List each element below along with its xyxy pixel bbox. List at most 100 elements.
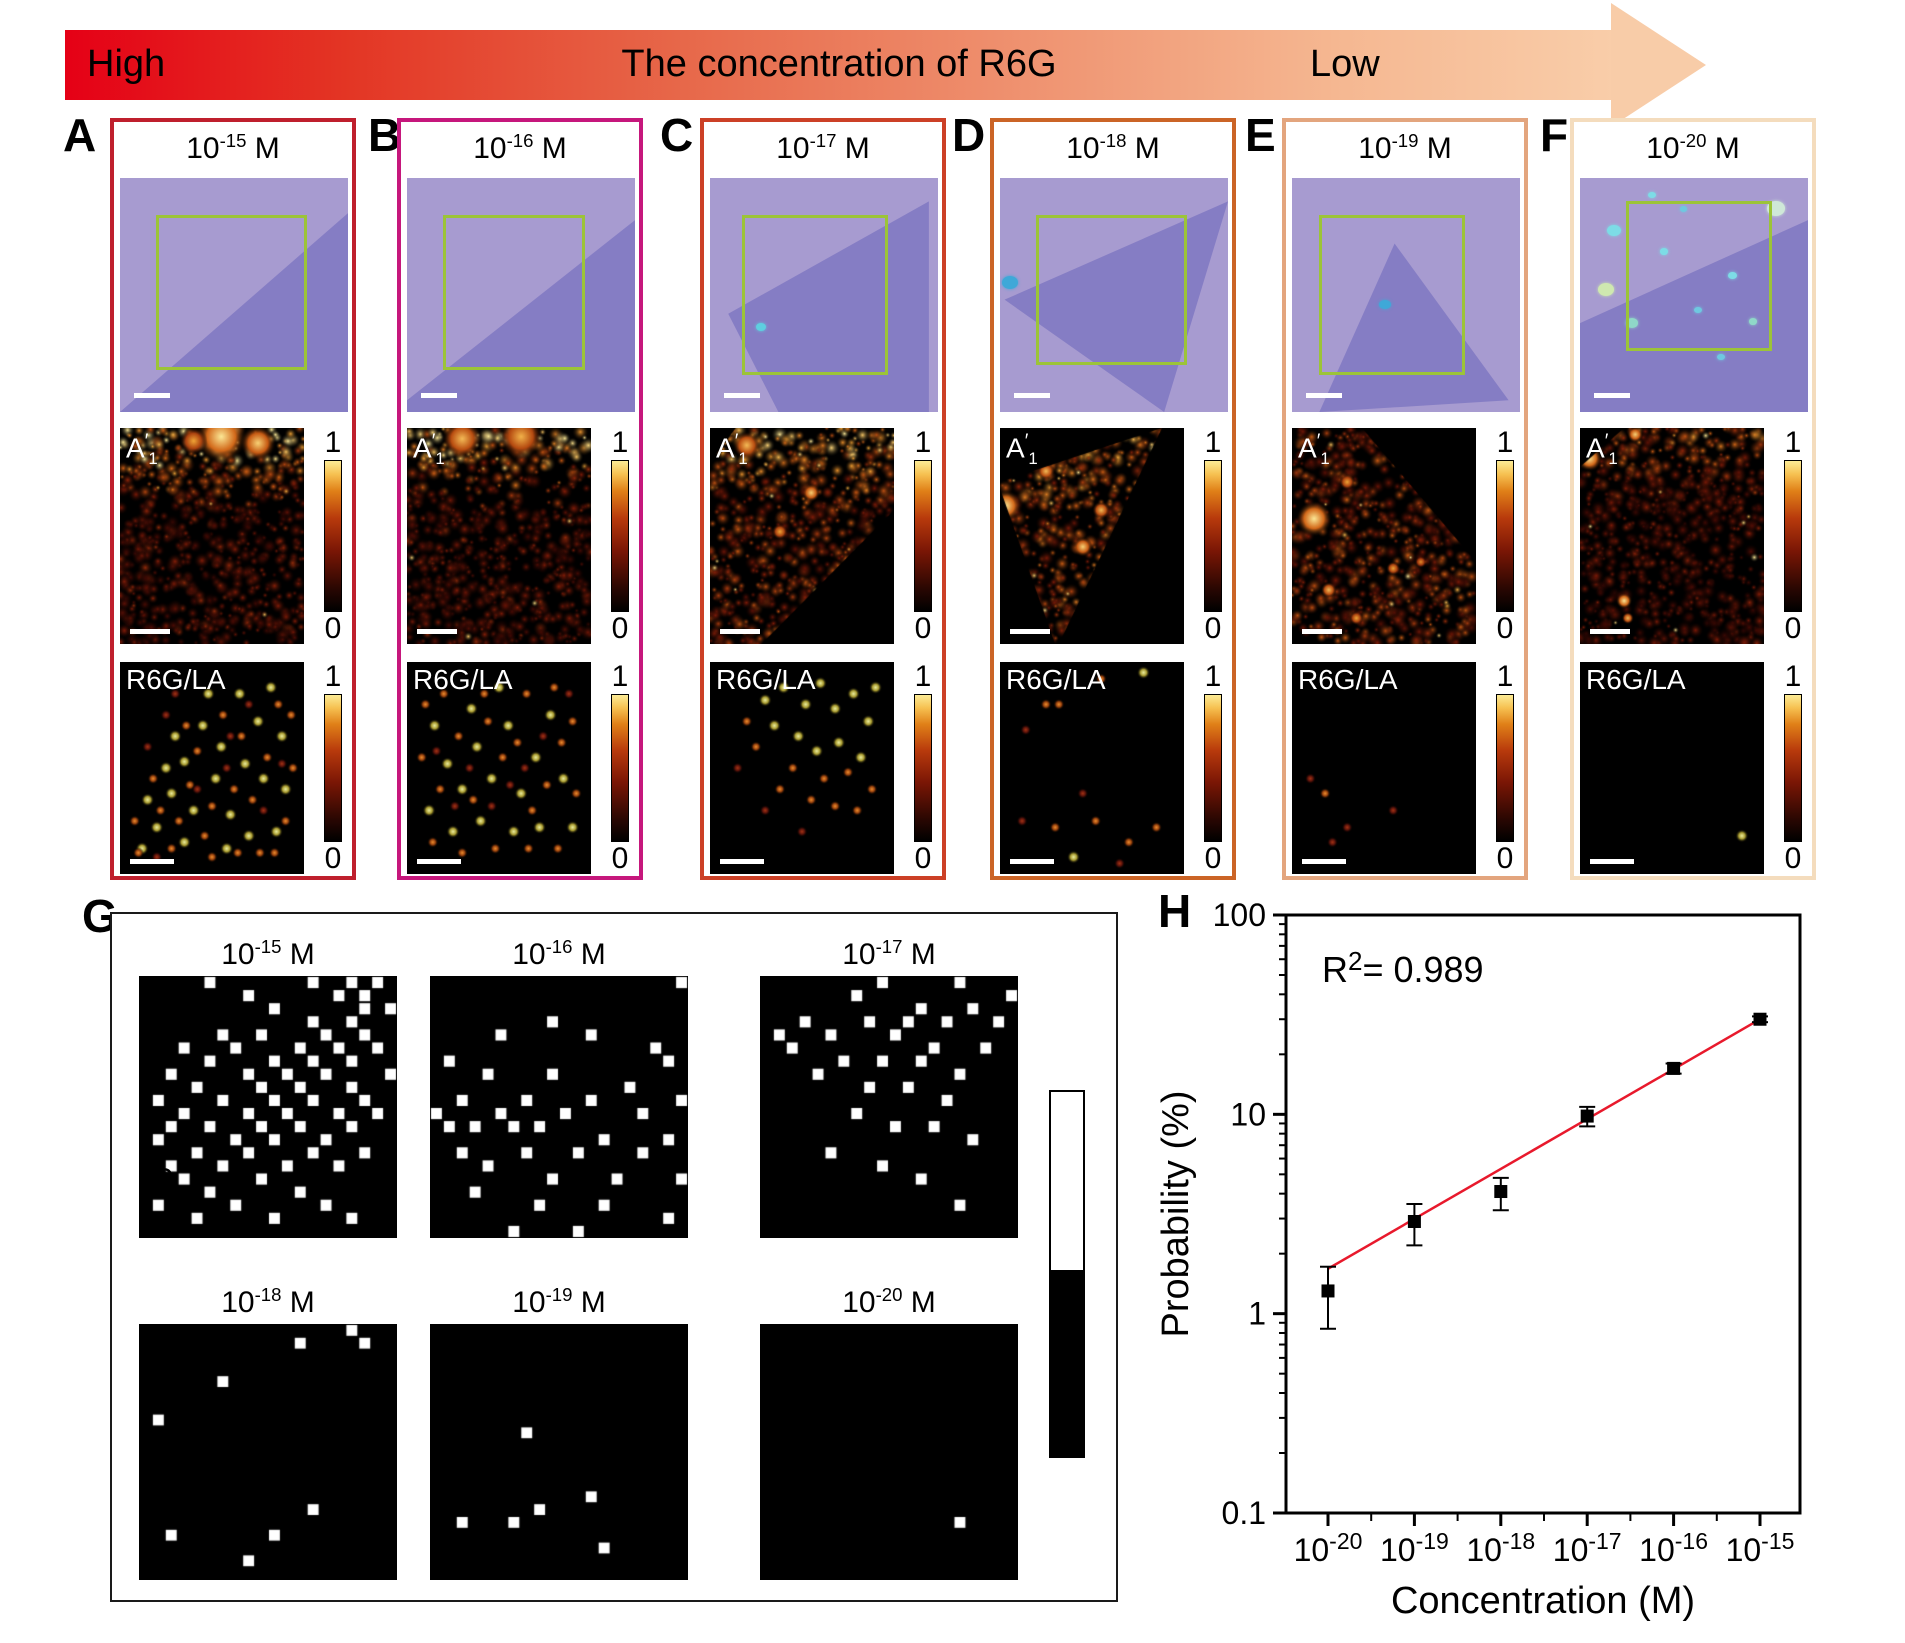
panel-concentration-title: 10-20 M [1646,130,1740,165]
a1-heatmap: A′1 [407,428,591,644]
r6g-la-map-row: R6G/LA 1 0 [1000,662,1232,874]
scale-bar [417,859,461,864]
hot-colorbar [1784,694,1802,842]
contamination-spot [1378,299,1391,310]
svg-text:R2= 0.989: R2= 0.989 [1322,946,1484,990]
panel-letter-h: H [1158,885,1192,937]
colorbar-max-label: 1 [1784,426,1802,459]
arrow-body: High The concentration of R6G Low [65,30,1613,100]
panel-box-a: 10-15 M A′1 1 0 R6G/LA 1 0 [110,118,356,880]
a1-map-label: A′1 [126,430,158,468]
colorbar-max-label: 1 [611,426,629,459]
scale-bar [421,393,457,398]
colorbar-max-label: 1 [1496,660,1514,693]
concentration-panels-row: A 10-15 M A′1 1 0 R6G/LA 1 0 B 10-16 M A′1 1 0 R6G/LA… [0,112,1905,887]
r6g-la-map-row: R6G/LA 1 0 [1580,662,1812,874]
scale-bar [1302,629,1342,634]
svg-text:10-16: 10-16 [1639,1528,1708,1568]
a1-heatmap-canvas [710,428,894,644]
colorbar-min-label: 0 [1496,612,1514,645]
contamination-spot [1002,276,1019,290]
a1-heatmap: A′1 [120,428,304,644]
scale-bar [417,629,457,634]
scale-bar [1594,393,1630,398]
colorbar-max-label: 1 [611,660,629,693]
colorbar-max-label: 1 [914,426,932,459]
panel-box-b: 10-16 M A′1 1 0 R6G/LA 1 0 [397,118,643,880]
r6g-la-map-canvas [1580,662,1764,874]
binary-map-title: 10-20 M [842,1284,936,1319]
colorbar-max-label: 1 [324,660,342,693]
scale-bar [1590,629,1630,634]
optical-microscopy-image [1292,178,1520,412]
r6g-la-map-label: R6G/LA [126,664,226,695]
a1-map-row: A′1 1 0 [1000,428,1232,644]
panel-concentration-title: 10-17 M [776,130,870,165]
hot-colorbar [914,460,932,612]
colorbar-max-label: 1 [1204,660,1222,693]
scale-bar [720,859,764,864]
panel-concentration-title: 10-16 M [473,130,567,165]
r6g-la-map-canvas [710,662,894,874]
arrow-head-icon [1611,3,1706,127]
hot-colorbar [1204,694,1222,842]
r6g-la-map-row: R6G/LA 1 0 [710,662,942,874]
a1-heatmap-canvas [1292,428,1476,644]
binary-event-map [430,976,688,1238]
panel-concentration-title: 10-19 M [1358,130,1452,165]
contamination-spot [1694,306,1702,314]
scan-area-roi [1036,215,1187,366]
scale-bar [1590,859,1634,864]
svg-text:10-15: 10-15 [1726,1528,1795,1568]
r6g-la-map-label: R6G/LA [1586,664,1686,695]
r6g-la-map-canvas [1292,662,1476,874]
scale-bar [1306,393,1342,398]
colorbar-max-label: 1 [1784,660,1802,693]
scan-area-roi [156,215,307,370]
binary-event-map [760,976,1018,1238]
contamination-spot [1659,248,1668,255]
binary-map-title: 10-19 M [512,1284,606,1319]
binary-colorbar [1049,1090,1085,1458]
a1-heatmap-canvas [1000,428,1184,644]
a1-map-label: A′1 [1006,430,1038,468]
colorbar-min-label: 0 [914,612,932,645]
svg-text:10-19: 10-19 [1380,1528,1449,1568]
a1-map-label: A′1 [413,430,445,468]
hot-colorbar [1496,694,1514,842]
scale-bar [130,859,174,864]
r6g-la-map: R6G/LA [1580,662,1764,874]
optical-microscopy-image [120,178,348,412]
scan-area-roi [443,215,585,370]
colorbar-min-label: 0 [324,842,342,875]
binary-event-map [430,1324,688,1580]
hot-colorbar [324,460,342,612]
colorbar-min-label: 0 [1204,612,1222,645]
a1-map-label: A′1 [1298,430,1330,468]
arrow-label-high: High [87,43,166,85]
panel-concentration-title: 10-15 M [186,130,280,165]
a1-map-row: A′1 1 0 [407,428,639,644]
scale-bar [130,629,170,634]
colorbar-min-label: 0 [1784,842,1802,875]
hot-colorbar [324,694,342,842]
colorbar-max-label: 1 [1496,426,1514,459]
contamination-spot [1598,283,1615,297]
scan-area-roi [1319,215,1466,375]
panel-letter-b: B [368,109,402,161]
r6g-la-map: R6G/LA [710,662,894,874]
a1-map-row: A′1 1 0 [710,428,942,644]
binary-colorbar-on-segment [1051,1092,1083,1271]
r6g-la-map-label: R6G/LA [1006,664,1106,695]
scale-bar [1302,859,1346,864]
panel-box-c: 10-17 M A′1 1 0 R6G/LA 1 0 [700,118,946,880]
binary-map-title: 10-15 M [221,936,315,971]
r6g-la-map-canvas [1000,662,1184,874]
panel-letter-d: D [952,109,986,161]
r6g-la-map: R6G/LA [1000,662,1184,874]
